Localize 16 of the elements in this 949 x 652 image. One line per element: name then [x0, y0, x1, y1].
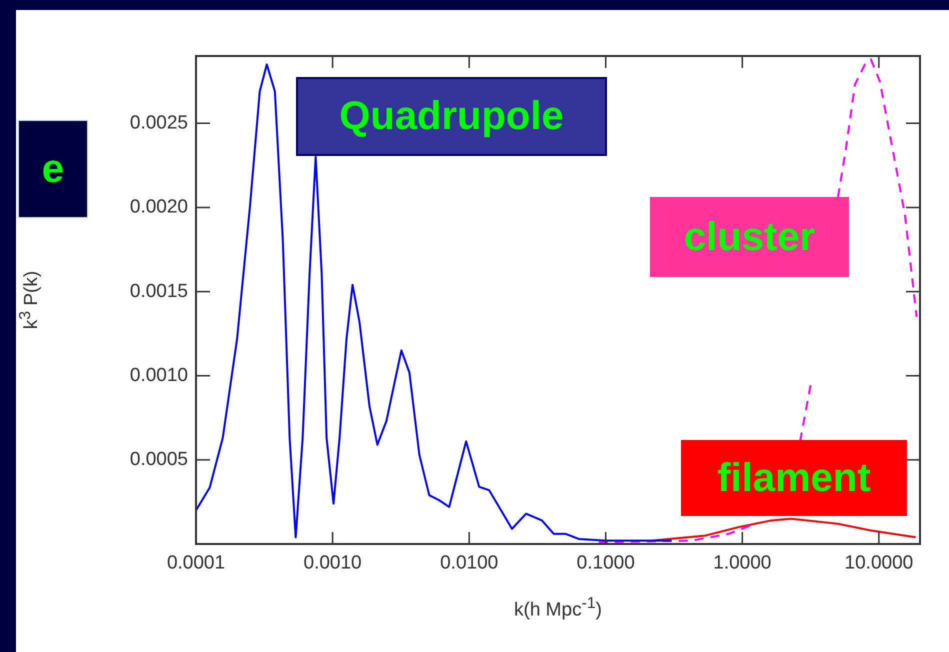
- series-label: cluster: [650, 197, 849, 277]
- y-tick-label: 0.0020: [130, 196, 188, 218]
- x-tick-label: 0.0100: [440, 552, 498, 574]
- x-tick-label: 10.0000: [844, 552, 914, 574]
- x-tick-label: 0.0010: [304, 552, 362, 574]
- series-label: filament: [681, 440, 907, 516]
- series-label: Quadrupole: [296, 77, 607, 156]
- y-tick-label: 0.0005: [130, 449, 188, 470]
- x-tick-label: 1.0000: [713, 552, 772, 574]
- text: e: [18, 120, 88, 218]
- y-tick-label: 0.0010: [130, 364, 188, 386]
- x-tick-label: 0.1000: [576, 552, 635, 574]
- y-tick-label: 0.0025: [130, 112, 188, 134]
- y-tick-label: 0.0015: [130, 280, 188, 302]
- x-axis-title: k(h Mpc$^{-1}$): [513, 595, 603, 622]
- x-tick-label: 0.0001: [166, 552, 226, 574]
